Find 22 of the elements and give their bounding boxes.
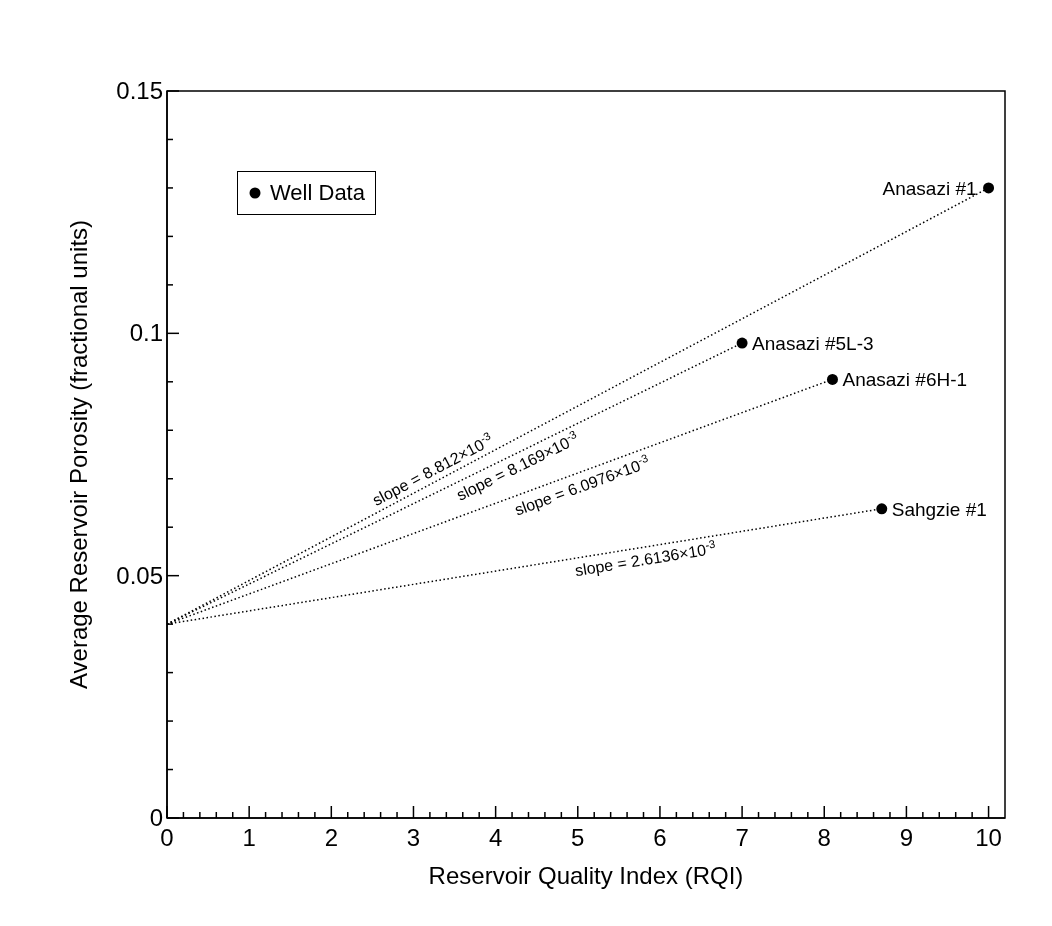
y-tick-label: 0 [149,804,163,831]
annotation: Anasazi #5L-3 [752,333,874,355]
x-tick-label: 4 [488,824,503,851]
x-tick-label: 7 [735,824,749,851]
x-tick-label: 9 [899,824,914,851]
x-tick-label: 6 [653,824,667,851]
y-tick-label: 0.15 [116,77,163,104]
x-tick-label: 3 [406,824,421,851]
x-axis-title: Reservoir Quality Index (RQI) [428,862,744,889]
y-tick-label: 0.05 [116,561,163,589]
annotation: Sahgzie #1 [891,498,987,520]
legend-label: Well Data [270,180,365,206]
x-tick-label: 2 [324,824,338,851]
annotation: Anasazi #6H-1 [842,369,968,391]
x-tick-label: 5 [571,824,585,851]
annotation: slope = 2.6136×10$^{-3}$ [573,537,717,580]
x-tick-label: 8 [817,824,831,851]
x-tick-label: 10 [975,824,1002,851]
y-axis-title: Average Reservoir Porosity (fractional units) [65,219,92,690]
y-tick-label: 0.1 [129,319,163,347]
annotation: Anasazi #1 [882,177,977,199]
x-tick-label: 1 [242,824,256,851]
